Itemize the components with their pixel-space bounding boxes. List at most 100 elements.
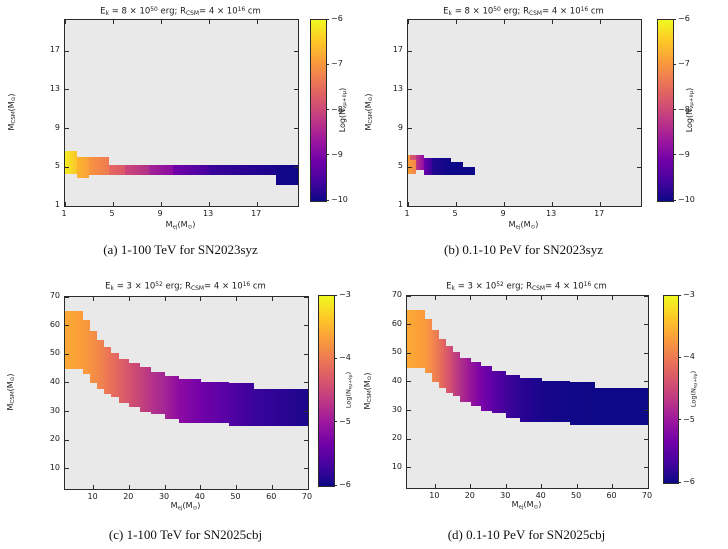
label-part: 16 (242, 281, 251, 288)
colorbar-tick-label: −9 (331, 149, 343, 159)
heat-cell (438, 338, 446, 388)
x-tick-label: 50 (571, 491, 582, 500)
plot-box (406, 295, 649, 489)
x-tick-top (236, 297, 238, 301)
y-tick-label: 30 (391, 404, 402, 414)
x-axis-label: Mej(M⊙) (171, 501, 201, 513)
label-part: ej (515, 224, 521, 231)
colorbar-tick-label: −8 (331, 104, 343, 114)
colorbar-tick (326, 109, 329, 110)
label-part: cm (591, 281, 607, 292)
x-tick-top (612, 296, 614, 300)
x-tick-label: 20 (123, 492, 134, 501)
x-tick-label: 17 (251, 209, 262, 218)
y-tick (407, 352, 411, 354)
heat-cell (200, 381, 230, 424)
y-tick (65, 128, 69, 129)
colorbar-tick-label: −6 (331, 14, 343, 23)
y-tick (65, 166, 69, 168)
x-tick-top (576, 296, 578, 300)
x-tick-top (470, 296, 472, 300)
y-tick (65, 353, 69, 355)
y-tick (65, 411, 69, 413)
x-tick (434, 484, 436, 488)
label-part: M (523, 220, 531, 229)
heat-cell (97, 339, 105, 389)
plot-box (407, 19, 642, 207)
y-tick-label: 70 (391, 290, 402, 299)
label-part: M (363, 101, 373, 109)
label-part: νμ+ν̄μ (693, 372, 699, 388)
heat-cell (140, 367, 151, 412)
label-part: ej (177, 505, 183, 512)
x-tick (408, 202, 409, 206)
x-tick-top (599, 20, 601, 24)
plot-title: Ek = 3 × 1052 erg; RCSM= 4 × 1016 cm (446, 279, 607, 294)
label-part: M (180, 220, 188, 229)
y-tick (408, 128, 412, 129)
y-tick-label: 1 (54, 200, 60, 209)
y-tick-label: 17 (392, 45, 403, 54)
colorbar-tick (678, 419, 681, 421)
label-part: cm (588, 6, 604, 17)
heat-cell (149, 165, 174, 175)
x-axis-label: Mej(M⊙) (166, 220, 196, 232)
heat-cell (209, 165, 277, 175)
label-part: ⊙ (367, 375, 374, 381)
label-part: ⊙ (10, 376, 17, 382)
y-axis-label: MCSM(M⊙) (7, 93, 19, 130)
x-tick-top (455, 20, 457, 24)
x-tick-label: 1 (61, 209, 67, 218)
label-part: = 3 × 10 (454, 281, 497, 292)
x-tick-label: 17 (594, 209, 605, 218)
label-part: erg; R (157, 6, 186, 17)
x-tick-top (160, 20, 162, 24)
x-tick (65, 202, 66, 206)
heat-cell (111, 352, 119, 398)
label-part: νμ+ν̄μ (342, 90, 349, 109)
y-tick-label: 50 (49, 348, 60, 358)
label-part: Log(N (344, 389, 353, 409)
x-tick-label: 20 (464, 491, 475, 500)
heat-cell (431, 330, 439, 382)
y-tick-label: 20 (391, 433, 402, 443)
heat-cell (77, 156, 89, 178)
heat-cell (451, 162, 464, 175)
x-tick (647, 484, 648, 488)
x-tick-label: 40 (194, 492, 205, 501)
heat-cell (432, 157, 452, 175)
label-part: M (511, 500, 519, 509)
heat-cell (470, 361, 482, 407)
y-tick-right (294, 89, 298, 91)
heat-cell (125, 165, 150, 175)
label-part: ⊙ (533, 504, 539, 511)
y-tick-label: 9 (54, 122, 60, 132)
panel-b: (b) 0.1-10 PeV for SN2023syz Ek = 8 × 10… (364, 0, 728, 270)
heat-cell (445, 346, 454, 394)
label-part: ( (6, 108, 16, 112)
label-part: CSM (10, 391, 17, 404)
x-tick-top (112, 20, 114, 24)
x-tick-label: 30 (158, 492, 170, 501)
label-part: 50 (493, 6, 501, 13)
heat-cell (173, 165, 210, 175)
label-part: ) (337, 87, 347, 91)
y-tick (408, 89, 412, 91)
panel-caption: (c) 1-100 TeV for SN2025cbj (108, 527, 263, 542)
y-axis-label: MCSM(M⊙) (364, 93, 376, 130)
label-part: = 4 × 10 (199, 6, 238, 17)
panel-d: (d) 0.1-10 PeV for SN2025cbj Ek = 3 × 10… (363, 270, 728, 549)
label-part: CSM (190, 285, 205, 293)
colorbar (310, 19, 327, 202)
x-tick (505, 484, 507, 488)
y-tick-right (294, 205, 298, 206)
y-tick (407, 467, 411, 469)
label-part: ( (523, 500, 527, 509)
label-part: erg; R (162, 281, 191, 292)
x-tick-top (208, 20, 210, 24)
y-tick (407, 438, 411, 440)
colorbar-tick-label: −9 (678, 149, 690, 159)
label-part: νμ+ν̄μ (348, 374, 354, 390)
colorbar-tick (673, 199, 676, 201)
